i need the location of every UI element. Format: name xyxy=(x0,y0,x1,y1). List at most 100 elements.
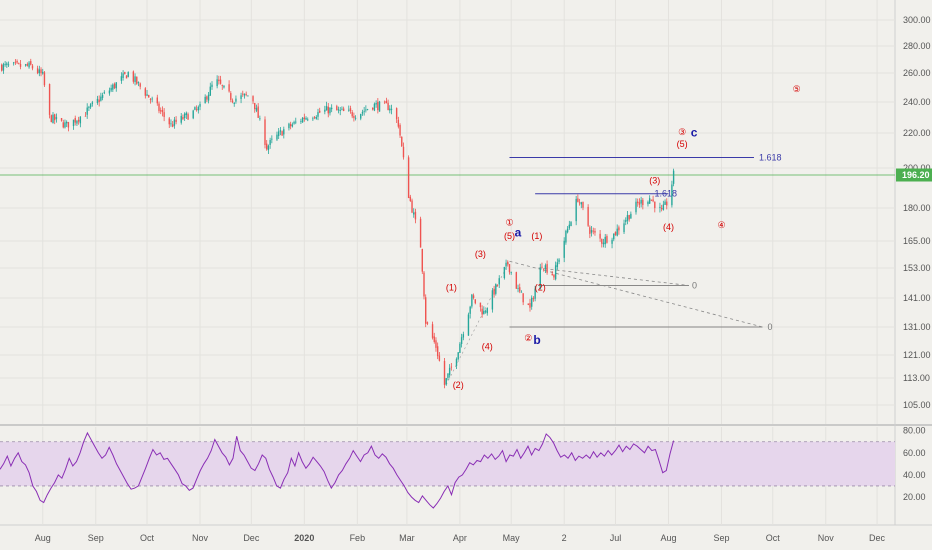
candle-body xyxy=(24,64,27,66)
x-tick-label: Sep xyxy=(88,533,104,543)
candle-body xyxy=(4,63,6,65)
candle-body xyxy=(197,106,200,111)
candle-body xyxy=(397,119,400,127)
candle-body xyxy=(354,117,357,119)
candle-body xyxy=(28,62,30,68)
rsi-band xyxy=(0,441,895,487)
wave-label: (3) xyxy=(475,249,486,259)
x-tick-label: 2020 xyxy=(294,533,314,543)
candle-body xyxy=(158,103,160,112)
candle-body xyxy=(125,75,128,79)
candle-body xyxy=(319,110,321,113)
x-tick-label: Sep xyxy=(713,533,729,543)
candle-body xyxy=(498,278,500,285)
candle-body xyxy=(14,61,17,63)
candle-body xyxy=(267,145,270,151)
candle-body xyxy=(288,123,290,129)
candle-body xyxy=(313,117,316,118)
candle-body xyxy=(491,290,494,310)
candle-body xyxy=(592,230,594,232)
candle-body xyxy=(173,119,176,126)
candle-body xyxy=(407,157,410,199)
rsi-band-fill xyxy=(0,441,895,486)
x-tick-label: Nov xyxy=(818,533,835,543)
candle-body xyxy=(317,112,319,117)
horizontal-levels: 1.618 1.618 0 0 xyxy=(0,153,895,385)
candle-body xyxy=(517,288,519,289)
wave-label: ⑤ xyxy=(793,84,801,94)
candle-body xyxy=(277,131,280,136)
candle-body xyxy=(450,366,453,368)
candle-body xyxy=(283,129,285,135)
candle-body xyxy=(245,93,247,95)
wave-label: (3) xyxy=(649,176,660,186)
candle-body xyxy=(672,170,675,184)
candle-body xyxy=(76,120,78,124)
candle-body xyxy=(110,87,112,91)
x-tick-label: Oct xyxy=(766,533,781,543)
candle-body xyxy=(219,79,222,84)
candle-body xyxy=(271,138,273,140)
candle-body xyxy=(426,322,429,324)
candle-body xyxy=(156,97,158,104)
candle-body xyxy=(120,76,123,81)
candle-body xyxy=(175,119,177,122)
candle-body xyxy=(187,114,189,120)
x-tick-label: Mar xyxy=(399,533,415,543)
candle-body xyxy=(240,95,242,99)
candle-body xyxy=(185,112,188,116)
candle-body xyxy=(300,121,302,122)
candle-body xyxy=(436,346,439,357)
candle-body xyxy=(387,102,389,111)
candle-body xyxy=(127,72,129,77)
candle-body xyxy=(136,76,138,84)
candle-body xyxy=(295,121,297,123)
candle-body xyxy=(640,199,642,204)
candle-body xyxy=(372,107,374,110)
candle-body xyxy=(638,202,641,205)
projection-dashed-line xyxy=(538,267,690,286)
candle-body xyxy=(291,124,294,127)
candle-body xyxy=(566,228,569,233)
candle-body xyxy=(486,308,488,314)
candle-body xyxy=(303,117,306,119)
candle-body xyxy=(88,106,90,108)
candle-body xyxy=(360,113,362,119)
candle-body xyxy=(469,306,471,314)
candle-body xyxy=(582,201,584,208)
wave-label: ④ xyxy=(717,220,725,230)
candle-body xyxy=(254,102,256,110)
candle-body xyxy=(532,298,535,300)
candle-body xyxy=(522,293,524,303)
candle-body xyxy=(40,69,42,74)
candle-body xyxy=(144,88,147,96)
candle-body xyxy=(460,337,463,344)
candle-body xyxy=(448,367,451,376)
candle-body xyxy=(342,108,345,112)
candle-body xyxy=(580,202,582,205)
rsi-line xyxy=(0,431,675,509)
candle-body xyxy=(433,336,435,342)
candle-body xyxy=(389,108,391,111)
y-tick-label: 113.00 xyxy=(903,373,930,383)
candle-body xyxy=(315,117,317,119)
candle-body xyxy=(554,265,557,280)
candle-body xyxy=(31,65,34,69)
candle-body xyxy=(192,110,194,119)
candle-body xyxy=(301,117,304,123)
candle-body xyxy=(671,184,673,206)
wave-label-abc: a xyxy=(515,226,522,240)
candle-body xyxy=(50,115,52,123)
candle-body xyxy=(182,117,184,120)
candle-body xyxy=(611,239,613,244)
candle-body xyxy=(348,109,350,111)
candle-body xyxy=(602,242,605,245)
x-tick-label: Aug xyxy=(35,533,51,543)
candle-body xyxy=(484,311,487,313)
candle-body xyxy=(171,124,174,127)
candle-body xyxy=(616,228,618,236)
candle-body xyxy=(324,109,326,112)
candle-body xyxy=(541,266,543,268)
candle-body xyxy=(589,227,591,234)
